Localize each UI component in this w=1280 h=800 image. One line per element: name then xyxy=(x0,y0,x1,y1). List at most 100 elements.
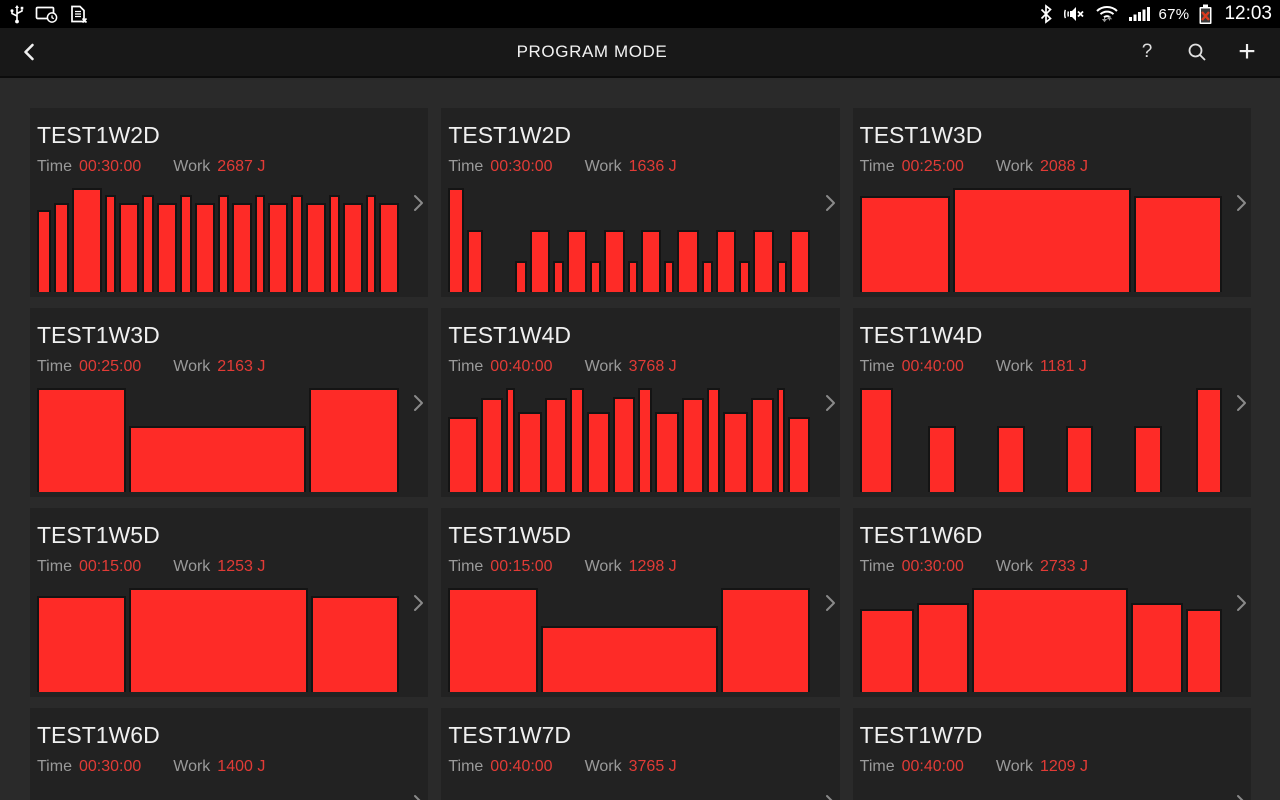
chart-bar xyxy=(310,596,399,692)
chart-bar xyxy=(268,202,289,292)
work-value: 3765 J xyxy=(628,758,677,775)
program-card[interactable]: TEST1W4D Time 00:40:00 Work 1181 J xyxy=(852,308,1251,497)
search-button[interactable] xyxy=(1176,31,1218,73)
work-value: 1253 J xyxy=(217,558,266,575)
chart-bar xyxy=(677,229,699,292)
work-value: 2088 J xyxy=(1039,158,1088,175)
program-chart xyxy=(37,188,400,292)
program-card[interactable]: TEST1W3D Time 00:25:00 Work 2088 J xyxy=(852,108,1251,297)
chart-bar xyxy=(448,188,465,292)
add-program-button[interactable]: + xyxy=(1226,31,1268,73)
program-stats: Time 00:25:00 Work 2088 J xyxy=(860,156,1241,177)
chart-bar xyxy=(701,260,713,292)
chart-bar xyxy=(254,195,266,292)
chart-bar xyxy=(715,229,737,292)
app-header: PROGRAM MODE ? + xyxy=(0,28,1280,78)
program-chart xyxy=(37,388,399,492)
chart-bar xyxy=(739,260,750,292)
chart-bar xyxy=(681,398,704,492)
time-label: Time xyxy=(859,358,895,375)
chart-bar xyxy=(481,398,504,492)
time-value: 00:30:00 xyxy=(490,158,553,175)
chart-bar xyxy=(752,229,774,292)
chart-bar xyxy=(308,388,399,492)
time-label: Time xyxy=(448,758,484,775)
time-value: 00:30:00 xyxy=(78,158,142,175)
chevron-right-icon xyxy=(410,592,426,614)
time-value: 00:40:00 xyxy=(901,758,964,775)
program-title: TEST1W4D xyxy=(859,322,983,348)
chart-bar xyxy=(603,229,625,292)
time-value: 00:40:00 xyxy=(490,758,553,775)
work-value: 1181 J xyxy=(1039,358,1087,375)
chart-bar xyxy=(996,426,1025,492)
chart-bar xyxy=(518,411,542,492)
program-stats: Time 00:30:00 Work 1400 J xyxy=(37,756,418,777)
chart-bar xyxy=(916,602,970,692)
work-value: 2733 J xyxy=(1039,558,1088,575)
program-card[interactable]: TEST1W4D Time 00:40:00 Work 3768 J xyxy=(441,308,840,497)
signal-icon xyxy=(1128,4,1150,24)
chart-bar xyxy=(37,209,52,292)
program-card[interactable]: TEST1W3D Time 00:25:00 Work 2163 J xyxy=(30,308,429,497)
time-label: Time xyxy=(448,358,484,375)
program-chart xyxy=(37,788,399,800)
work-label: Work xyxy=(995,358,1033,375)
chart-bar xyxy=(71,188,103,292)
program-chart xyxy=(860,788,1222,800)
program-card[interactable]: TEST1W5D Time 00:15:00 Work 1253 J xyxy=(30,508,429,697)
time-label: Time xyxy=(859,758,895,775)
chart-bar xyxy=(1134,196,1222,292)
chart-bar xyxy=(587,411,610,492)
program-title: TEST1W2D xyxy=(37,122,160,148)
chart-bar xyxy=(859,608,914,692)
chart-bar xyxy=(552,260,565,292)
time-value: 00:25:00 xyxy=(78,358,142,375)
program-card[interactable]: TEST1W6D Time 00:30:00 Work 2733 J xyxy=(852,508,1251,697)
back-button[interactable] xyxy=(0,40,58,64)
work-label: Work xyxy=(584,758,622,775)
program-title: TEST1W7D xyxy=(448,722,572,748)
chart-bar xyxy=(544,398,567,492)
work-value: 3768 J xyxy=(628,358,677,375)
chevron-right-icon xyxy=(410,392,426,414)
program-card[interactable]: TEST1W7D Time 00:40:00 Work 1209 J xyxy=(852,708,1251,800)
program-chart xyxy=(448,788,810,800)
chart-bar xyxy=(217,195,229,292)
chart-bar xyxy=(569,388,585,492)
chart-bar xyxy=(506,388,516,492)
program-card[interactable]: TEST1W5D Time 00:15:00 Work 1298 J xyxy=(441,508,840,697)
mute-vibrate-icon xyxy=(1062,4,1086,24)
chart-bar xyxy=(776,260,787,292)
program-title: TEST1W4D xyxy=(448,322,572,348)
chevron-right-icon xyxy=(822,792,838,800)
program-card[interactable]: TEST1W6D Time 00:30:00 Work 1400 J xyxy=(30,708,429,800)
chart-bar xyxy=(1186,608,1222,692)
chart-bar xyxy=(1066,426,1093,492)
program-chart xyxy=(448,388,811,492)
program-stats: Time 00:30:00 Work 2687 J xyxy=(37,156,418,177)
program-stats: Time 00:30:00 Work 1636 J xyxy=(448,156,829,177)
help-button[interactable]: ? xyxy=(1126,31,1168,73)
chart-bar xyxy=(776,388,785,492)
chevron-right-icon xyxy=(410,792,426,800)
time-value: 00:15:00 xyxy=(78,558,142,575)
page-title: PROGRAM MODE xyxy=(516,42,668,61)
chevron-right-icon xyxy=(1233,192,1249,214)
chart-bar xyxy=(789,229,811,292)
time-label: Time xyxy=(859,558,895,575)
chart-bar xyxy=(232,202,252,292)
chart-bar xyxy=(540,626,719,692)
chart-bar xyxy=(1134,426,1162,492)
chart-bar xyxy=(1195,388,1222,492)
work-label: Work xyxy=(584,358,622,375)
program-title: TEST1W2D xyxy=(448,122,572,148)
time-label: Time xyxy=(448,558,484,575)
program-card[interactable]: TEST1W2D Time 00:30:00 Work 1636 J xyxy=(441,108,840,297)
chevron-right-icon xyxy=(822,192,838,214)
program-card[interactable]: TEST1W2D Time 00:30:00 Work 2687 J xyxy=(30,108,429,297)
chevron-right-icon xyxy=(1233,592,1249,614)
program-title: TEST1W5D xyxy=(37,522,160,548)
program-card[interactable]: TEST1W7D Time 00:40:00 Work 3765 J xyxy=(441,708,840,800)
chevron-right-icon xyxy=(410,192,426,214)
